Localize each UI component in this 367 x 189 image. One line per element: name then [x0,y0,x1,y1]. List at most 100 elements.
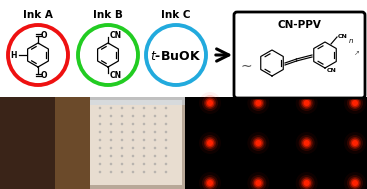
Circle shape [143,163,145,165]
FancyBboxPatch shape [234,12,365,98]
Circle shape [247,132,269,154]
Text: $\it{t}$-BuOK: $\it{t}$-BuOK [150,50,201,64]
Circle shape [299,95,315,111]
Circle shape [347,175,363,189]
Text: O: O [41,70,47,80]
Circle shape [206,98,214,108]
Circle shape [352,140,358,146]
Circle shape [296,92,318,114]
Circle shape [250,95,266,111]
Circle shape [121,155,123,157]
Circle shape [301,177,313,189]
Circle shape [143,115,145,117]
Circle shape [154,131,156,133]
Circle shape [146,25,206,85]
Circle shape [344,172,366,189]
Circle shape [347,135,363,151]
Text: Ink C: Ink C [161,10,191,20]
Circle shape [304,140,310,146]
Circle shape [154,163,156,165]
Circle shape [99,139,101,141]
Circle shape [255,180,261,186]
Circle shape [347,95,363,111]
Circle shape [350,139,360,147]
Circle shape [154,147,156,149]
Text: CN-PPV: CN-PPV [277,20,321,30]
Circle shape [132,139,134,141]
Bar [0,97,55,189]
Circle shape [110,163,112,165]
Circle shape [254,139,263,147]
Text: H: H [11,50,17,60]
Circle shape [99,171,101,173]
Circle shape [301,97,313,109]
Circle shape [143,123,145,125]
Circle shape [207,100,213,106]
Circle shape [349,137,361,149]
Circle shape [121,123,123,125]
Circle shape [206,139,214,147]
Text: O: O [41,30,47,40]
Circle shape [110,171,112,173]
Text: CN: CN [110,70,122,80]
Circle shape [199,172,221,189]
Text: CN: CN [338,33,348,39]
Circle shape [121,163,123,165]
Circle shape [132,171,134,173]
Circle shape [304,100,310,106]
Circle shape [204,177,216,189]
Circle shape [99,107,101,109]
Circle shape [110,115,112,117]
Circle shape [204,137,216,149]
Circle shape [254,178,263,187]
Circle shape [202,95,218,111]
Circle shape [165,171,167,173]
Circle shape [202,135,218,151]
Circle shape [302,178,311,187]
Circle shape [165,107,167,109]
Circle shape [206,178,214,187]
Circle shape [165,163,167,165]
Circle shape [154,139,156,141]
Circle shape [165,115,167,117]
Circle shape [296,132,318,154]
Circle shape [99,155,101,157]
Circle shape [99,123,101,125]
Circle shape [252,97,264,109]
Circle shape [250,135,266,151]
Circle shape [110,147,112,149]
Text: $\sim$: $\sim$ [237,58,252,72]
Circle shape [165,139,167,141]
Circle shape [296,172,318,189]
Circle shape [352,100,358,106]
Circle shape [132,123,134,125]
Circle shape [132,163,134,165]
Circle shape [252,137,264,149]
Circle shape [143,139,145,141]
Circle shape [78,25,138,85]
Circle shape [299,175,315,189]
Circle shape [132,107,134,109]
Bar [90,97,185,105]
Circle shape [199,92,221,114]
Circle shape [165,131,167,133]
Circle shape [247,172,269,189]
Bar [55,97,90,189]
Circle shape [121,115,123,117]
Circle shape [121,171,123,173]
Circle shape [143,147,145,149]
Circle shape [207,140,213,146]
Circle shape [121,147,123,149]
Circle shape [301,137,313,149]
Text: Ink A: Ink A [23,10,53,20]
Bar [90,100,182,185]
Circle shape [352,180,358,186]
Circle shape [121,139,123,141]
Circle shape [143,155,145,157]
Circle shape [99,147,101,149]
Text: Ink B: Ink B [93,10,123,20]
Circle shape [132,131,134,133]
Circle shape [154,155,156,157]
Circle shape [165,155,167,157]
Circle shape [207,180,213,186]
